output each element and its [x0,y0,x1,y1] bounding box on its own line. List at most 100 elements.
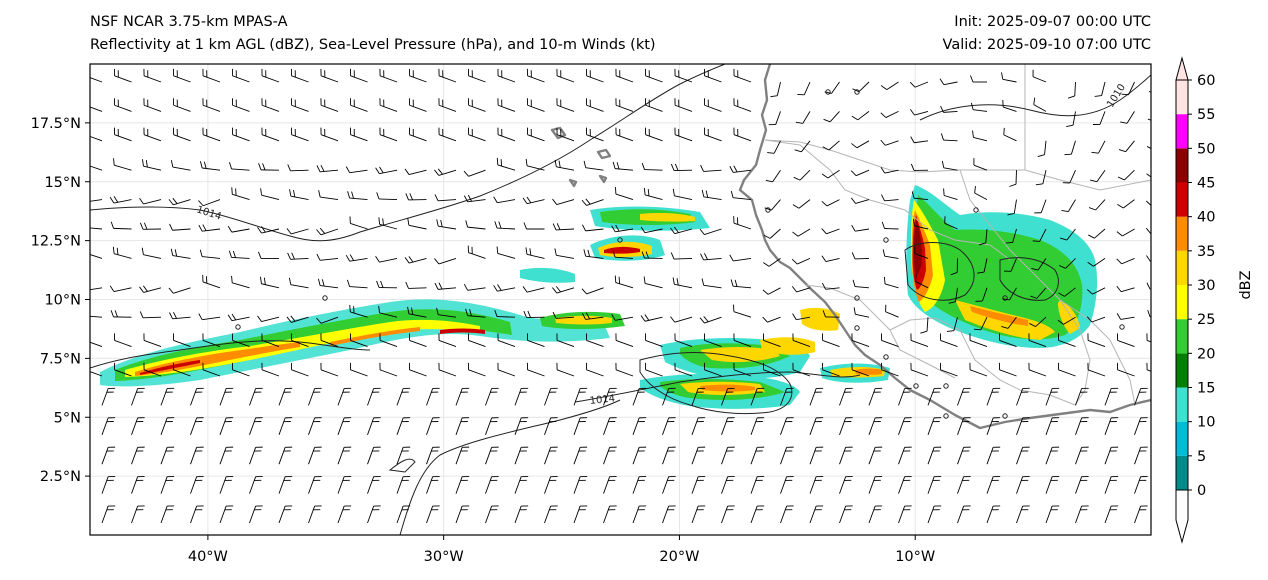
wind-barb [750,387,765,406]
wind-barb [674,127,693,142]
wind-barb [525,247,545,259]
wind-barb [552,311,575,319]
wind-barb [910,362,929,377]
wind-barb [883,276,899,289]
wind-barb [1147,309,1151,318]
wind-barb [640,314,663,322]
wind-barb [278,505,293,524]
wind-barb [1029,316,1047,327]
wind-barb [169,311,191,320]
wind-barb [544,417,558,435]
wind-barb [792,333,811,348]
wind-barb [809,476,824,494]
wind-barb [522,196,545,205]
wind-barb [733,333,752,348]
wind-barb [721,505,735,524]
wind-barb [290,362,309,377]
wind-barb [526,98,545,112]
wind-barb [750,446,765,465]
wind-barb [910,333,929,348]
wind-barb [792,199,811,209]
wind-barb [1146,333,1151,343]
wind-barb [910,163,929,171]
wind-barb [729,254,752,262]
wind-barb [1090,169,1106,183]
wind-barb [670,163,693,171]
wind-barb [1116,362,1135,377]
lat-tick-label: 2.5°N [40,469,81,485]
colorbar-segment [1176,80,1188,115]
wind-barb [219,476,234,494]
wind-barb [1086,316,1106,323]
wind-barb [882,249,899,259]
wind-barb [1075,417,1089,435]
wind-barb [349,333,368,348]
wind-barb [1005,228,1017,244]
wind-barb [231,98,250,112]
wind-barb [198,224,221,232]
wind-barb [109,285,132,292]
wind-barb [1062,170,1076,184]
wind-barb [909,109,929,116]
wind-barb [455,446,470,465]
colorbar-segment [1176,353,1188,388]
wind-barb [880,167,899,174]
wind-barb [765,169,781,183]
wind-barb [898,417,912,435]
wind-barb [131,476,145,494]
wind-barb [946,317,958,332]
wind-barb [290,333,309,348]
wind-barb [915,274,929,289]
reflectivity-inland-system [906,185,1098,348]
wind-barb [615,333,634,348]
wind-barb [289,189,309,201]
wind-barb [199,249,221,259]
wind-barb [641,162,663,171]
wind-barb [972,130,988,142]
wind-barb [1118,140,1135,153]
wind-barb [90,371,103,377]
wind-barb [850,197,870,204]
wind-barb [544,476,558,494]
wind-barb [823,111,840,123]
wind-barb [455,505,470,524]
wind-barb [172,98,191,112]
wind-barb [139,285,162,293]
colorbar-segment [1176,387,1188,422]
colorbar-tick-label: 35 [1197,244,1215,260]
wind-barb [375,256,398,263]
wind-barb [1033,97,1047,112]
wind-barb [1146,362,1151,372]
wind-barb [1134,446,1148,465]
wind-barb [261,333,280,348]
wind-barb [143,333,162,348]
wind-barb [143,98,162,112]
wind-barb [379,68,398,83]
wind-barb [231,68,250,83]
wind-barb [821,199,840,207]
wind-barb [1116,313,1135,320]
colorbar-label: dBZ [1238,270,1254,299]
wind-barb [986,417,1001,435]
wind-barb [139,197,162,205]
wind-barb [880,110,899,118]
wind-barb [851,140,870,149]
wind-barb [974,186,988,200]
wind-barb [573,505,588,524]
wind-barb [581,287,604,295]
wind-barb [632,387,647,406]
wind-barb [219,505,234,524]
wind-barb [821,228,840,235]
wind-barb [141,247,162,259]
wind-barb [497,333,516,348]
wind-barb [404,168,427,175]
wind-barb [308,476,322,494]
wind-barb [1087,258,1106,267]
wind-barb [670,226,693,235]
wind-barb [408,362,427,377]
wind-barb [691,446,706,465]
wind-barb [170,248,191,259]
wind-barb [868,417,883,435]
wind-barb [426,446,440,465]
map-area: 1014 1014 1010 [90,64,1151,535]
